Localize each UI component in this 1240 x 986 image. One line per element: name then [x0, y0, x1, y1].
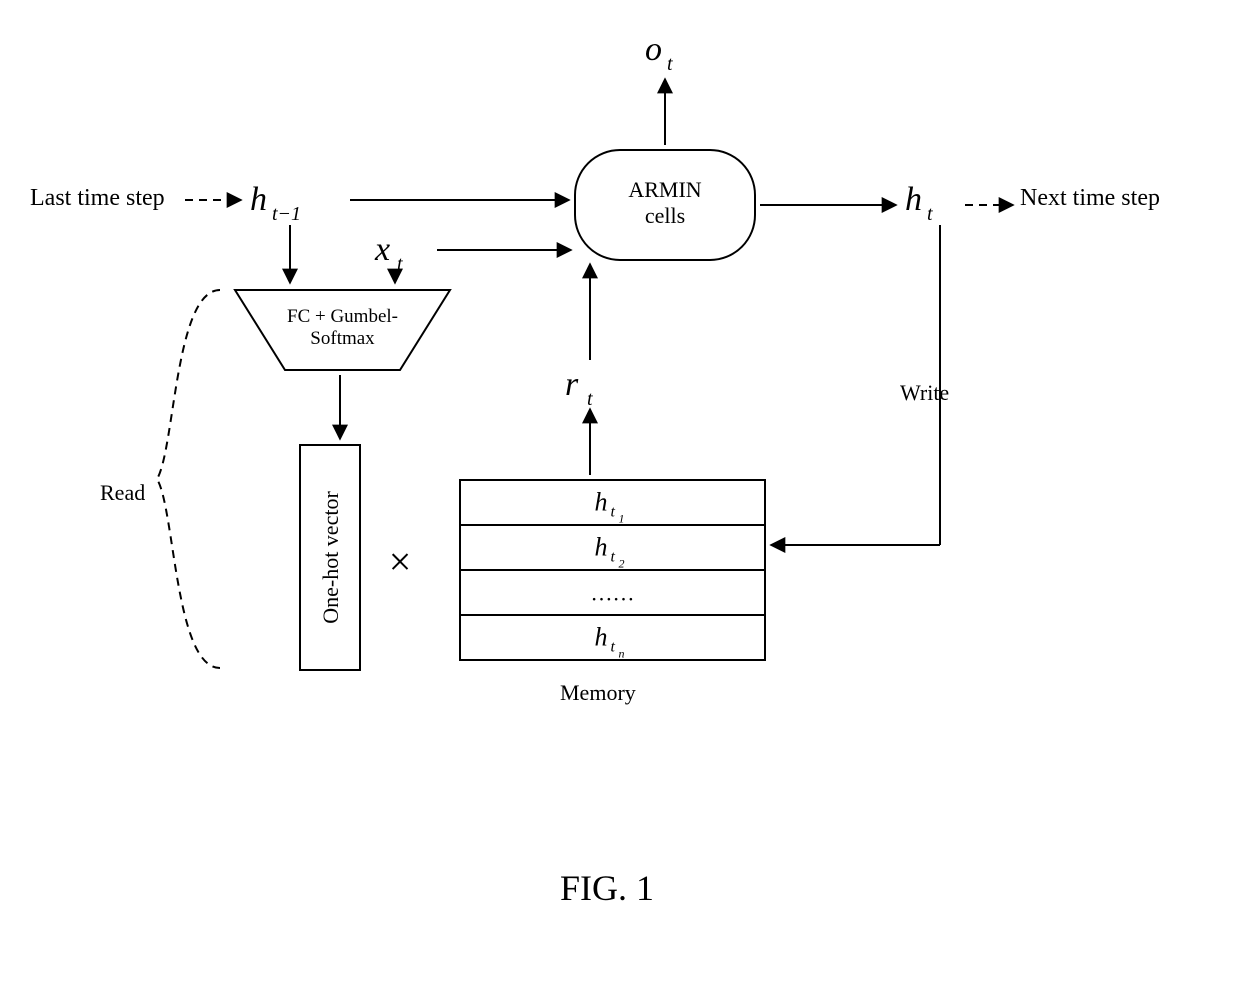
svg-text:n: n: [619, 647, 625, 661]
svg-text:r: r: [565, 366, 579, 403]
fc-label-2: Softmax: [310, 328, 375, 349]
svg-text:t: t: [611, 639, 616, 656]
one-hot-vector-label: One-hot vector: [318, 491, 343, 624]
svg-text:2: 2: [619, 557, 625, 571]
memory-row-symbol: ht2: [595, 533, 625, 571]
next-time-step-label: Next time step: [1020, 185, 1160, 211]
svg-text:h: h: [905, 181, 922, 218]
svg-text:t: t: [667, 53, 673, 75]
h-t-symbol: ht: [905, 181, 933, 225]
svg-text:t−1: t−1: [272, 203, 301, 225]
r-t-symbol: rt: [565, 366, 593, 410]
svg-text:h: h: [250, 181, 267, 218]
x-t-symbol: xt: [374, 231, 403, 275]
armin-label-2: cells: [645, 203, 685, 228]
svg-text:h: h: [595, 533, 608, 562]
armin-architecture-diagram: Last time stepNext time stepht−1xtotrtht…: [0, 0, 1240, 986]
multiply-symbol: ×: [389, 539, 412, 584]
svg-text:t: t: [611, 549, 616, 566]
svg-text:t: t: [397, 253, 403, 275]
o-t-symbol: ot: [645, 31, 673, 75]
memory-row-symbol: ht1: [595, 488, 625, 526]
svg-text:x: x: [374, 231, 390, 268]
svg-text:t: t: [611, 504, 616, 521]
svg-text:t: t: [927, 203, 933, 225]
read-label: Read: [100, 480, 145, 505]
svg-text:h: h: [595, 488, 608, 517]
fc-label-1: FC + Gumbel-: [287, 306, 398, 327]
memory-label: Memory: [560, 680, 636, 705]
memory-row-symbol: htn: [595, 623, 625, 661]
svg-text:1: 1: [619, 512, 625, 526]
h-prev-symbol: ht−1: [250, 181, 301, 225]
write-label: Write: [900, 380, 949, 405]
svg-text:o: o: [645, 31, 662, 68]
svg-text:h: h: [595, 623, 608, 652]
armin-label-1: ARMIN: [628, 177, 701, 202]
memory-row-ellipsis: ……: [591, 581, 635, 606]
svg-text:t: t: [587, 388, 593, 410]
figure-caption: FIG. 1: [560, 868, 654, 908]
last-time-step-label: Last time step: [30, 185, 165, 211]
read-brace: [157, 290, 220, 668]
